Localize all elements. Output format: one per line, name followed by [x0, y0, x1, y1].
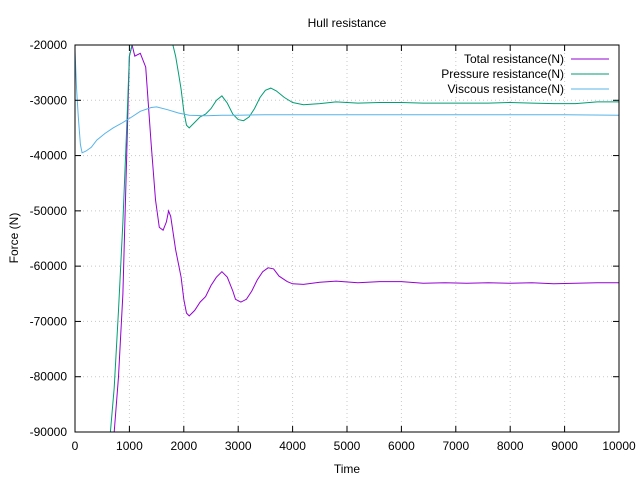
y-tick-label: -70000: [30, 314, 68, 328]
ticks: 0 1000 2000 3000 4000 5000 6000 7000 8000 9000 100…: [30, 38, 636, 453]
x-tick-label: 6000: [388, 439, 415, 453]
x-axis-title: Time: [334, 462, 361, 476]
series-line-3: [75, 50, 619, 154]
y-tick-label: -80000: [30, 370, 68, 384]
y-tick-label: -90000: [30, 425, 68, 439]
series-layer: [75, 45, 619, 432]
y-tick-label: -60000: [30, 259, 68, 273]
y-tick-label: -20000: [30, 38, 68, 52]
x-tick-label: 4000: [279, 439, 306, 453]
x-tick-label: 8000: [497, 439, 524, 453]
x-tick-label: 0: [72, 439, 79, 453]
legend-label-1: Total resistance(N): [464, 52, 564, 66]
legend: Total resistance(N)Pressure resistance(N…: [441, 52, 609, 96]
y-tick-label: -40000: [30, 149, 68, 163]
legend-label-3: Viscous resistance(N): [448, 82, 564, 96]
x-tick-label: 5000: [334, 439, 361, 453]
x-tick-label: 3000: [225, 439, 252, 453]
y-tick-label: -50000: [30, 204, 68, 218]
series-line-1: [113, 45, 619, 432]
chart-title: Hull resistance: [308, 16, 387, 30]
grid: [75, 45, 619, 432]
x-tick-label: 2000: [170, 439, 197, 453]
y-axis-title: Force (N): [7, 213, 21, 264]
x-tick-label: 7000: [442, 439, 469, 453]
x-tick-label: 9000: [551, 439, 578, 453]
y-tick-label: -30000: [30, 93, 68, 107]
series-line-2: [109, 45, 619, 432]
legend-label-2: Pressure resistance(N): [441, 67, 564, 81]
x-tick-label: 10000: [602, 439, 636, 453]
x-tick-label: 1000: [116, 439, 143, 453]
